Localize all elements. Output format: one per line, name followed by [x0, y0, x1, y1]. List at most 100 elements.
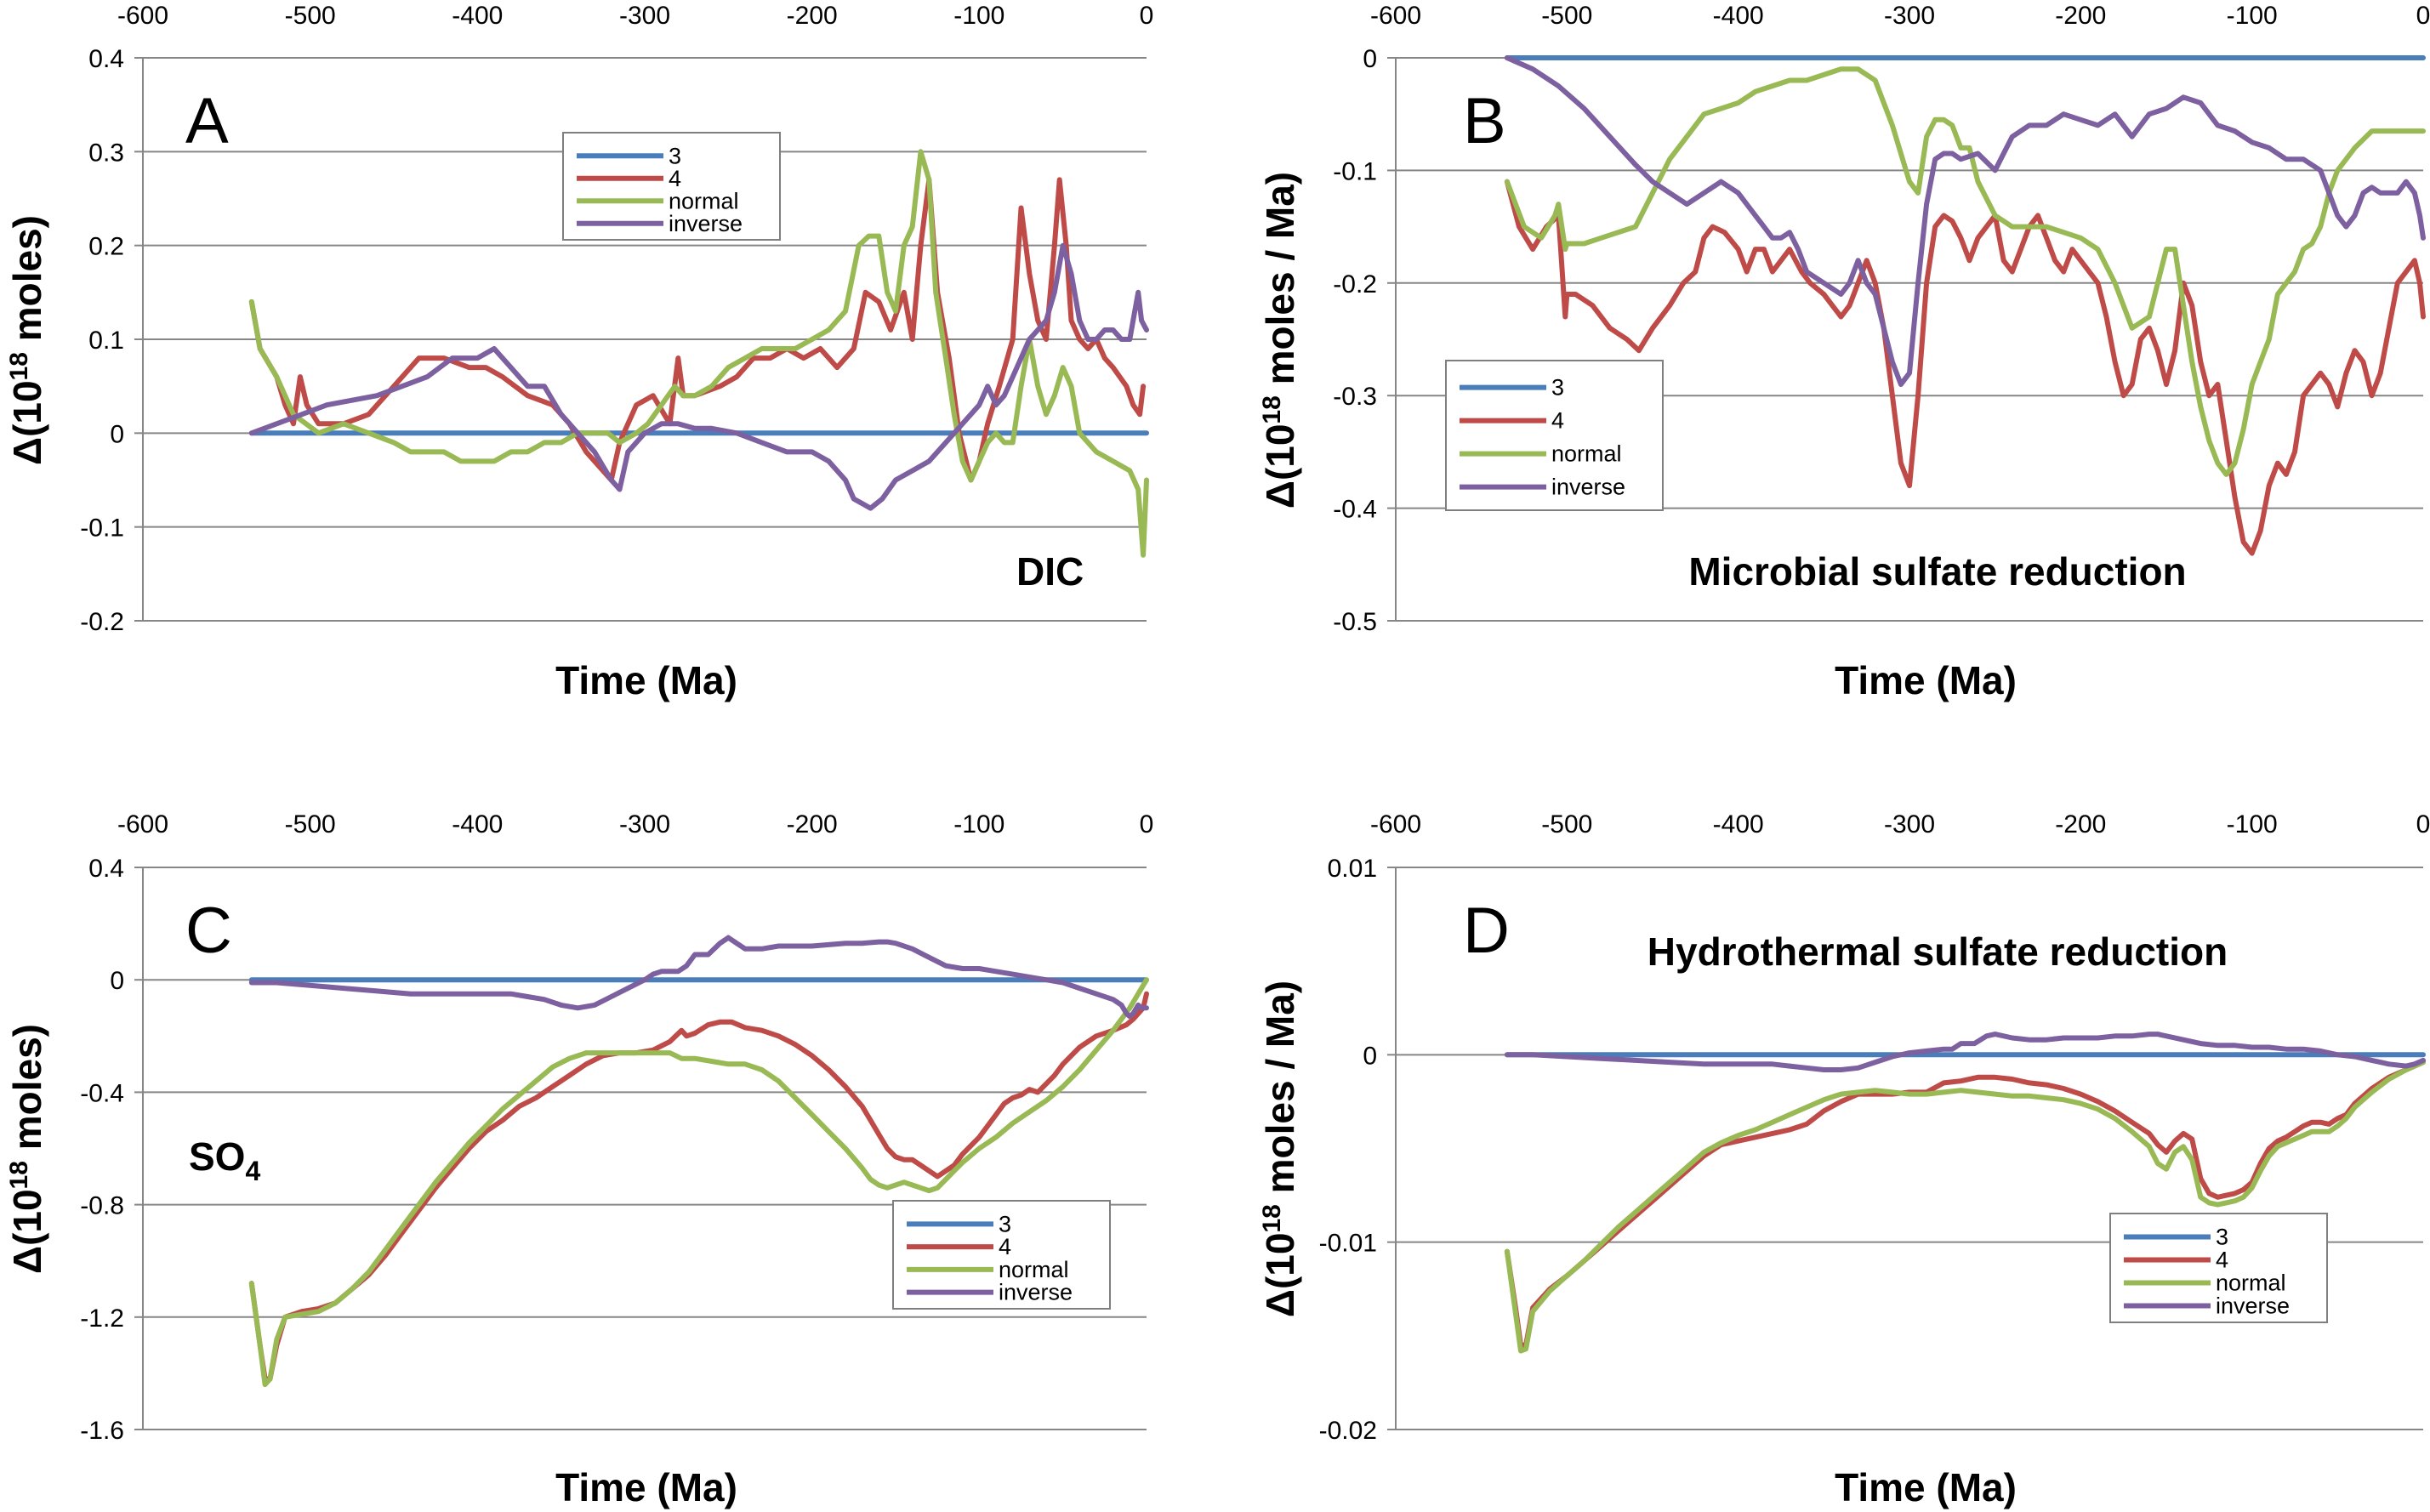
x-axis-title-c: Time (Ma) [555, 1465, 737, 1509]
y-tick-label-b-2: -0.3 [1333, 383, 1377, 411]
y-tick-label-b-5: 0 [1363, 45, 1377, 73]
x-tick-label-a-5: -100 [953, 2, 1004, 30]
x-tick-label-a-6: 0 [1140, 2, 1154, 30]
series-line-a-4 [248, 177, 1147, 483]
annotation-a: DIC [1016, 549, 1084, 594]
panel-label-c: C [185, 895, 232, 967]
annotation-b: Microbial sulfate reduction [1688, 549, 2186, 594]
chart-panel-a: -0.2 -0.1 0 0.1 0.2 0.3 0.4 -600 -500 -400 -300 -20… [5, 2, 1154, 702]
legend-label-d-3: 3 [2216, 1224, 2228, 1249]
series-line-c-4 [248, 991, 1149, 1382]
chart-panel-d: -0.02 -0.01 0 0.01 -600 -500 -400 -300 -200 -100 0… [1258, 810, 2430, 1509]
y-tick-label-a-2: 0 [110, 420, 124, 448]
x-tick-label-c-6: 0 [1140, 810, 1154, 838]
legend-label-a-4: 4 [669, 166, 681, 191]
series-line-d-inverse [1504, 1032, 2426, 1072]
y-tick-label-c-3: -0.4 [80, 1079, 124, 1107]
x-tick-label-d-2: -400 [1713, 810, 1764, 838]
y-tick-label-b-1: -0.4 [1333, 496, 1377, 524]
y-axis-title-a: Δ(1018 moles) [5, 215, 49, 465]
x-tick-label-d-3: -300 [1884, 810, 1935, 838]
panel-label-a: A [185, 85, 229, 157]
x-tick-label-a-0: -600 [117, 2, 168, 30]
legend-label-c-4: 4 [999, 1234, 1011, 1259]
x-tick-label-d-6: 0 [2416, 810, 2430, 838]
x-tick-label-c-0: -600 [117, 810, 168, 838]
x-axis-title-a: Time (Ma) [555, 658, 737, 702]
series-line-a-normal [248, 149, 1149, 558]
legend-label-a-normal: normal [669, 188, 739, 213]
chart-panel-b: -0.5 -0.4 -0.3 -0.2 -0.1 0 -600 -500 -400 -300 -20… [1258, 2, 2430, 702]
legend-label-c-inverse: inverse [999, 1280, 1073, 1305]
y-tick-label-a-1: -0.1 [80, 514, 124, 543]
y-axis-title-d: Δ(1018 moles / Ma) [1258, 981, 1302, 1317]
y-tick-label-b-3: -0.2 [1333, 270, 1377, 298]
series-line-a-inverse [248, 242, 1149, 511]
y-tick-label-c-5: 0.4 [88, 855, 124, 883]
y-tick-label-a-6: 0.4 [88, 45, 124, 73]
annotation-c: SO4 [189, 1134, 260, 1186]
legend-label-b-3: 3 [1551, 375, 1564, 401]
x-tick-label-a-4: -200 [787, 2, 838, 30]
y-axis-title-b: Δ(1018 moles / Ma) [1258, 172, 1302, 509]
legend-label-b-normal: normal [1551, 441, 1622, 467]
x-tick-label-a-2: -400 [452, 2, 503, 30]
x-tick-label-b-3: -300 [1884, 2, 1935, 30]
series-line-b-normal [1504, 66, 2426, 477]
y-tick-label-c-4: 0 [110, 967, 124, 995]
legend-label-d-4: 4 [2216, 1247, 2228, 1272]
x-tick-label-b-1: -500 [1541, 2, 1592, 30]
legend-label-b-4: 4 [1551, 408, 1564, 434]
legend-label-d-normal: normal [2216, 1270, 2286, 1295]
x-tick-label-d-4: -200 [2055, 810, 2106, 838]
x-axis-title-b: Time (Ma) [1835, 658, 2017, 702]
panel-label-b: B [1463, 85, 1506, 157]
x-tick-label-d-5: -100 [2227, 810, 2278, 838]
x-tick-label-a-1: -500 [285, 2, 336, 30]
legend-label-a-inverse: inverse [669, 211, 743, 236]
series-line-b-4 [1504, 179, 2426, 556]
x-tick-label-b-2: -400 [1713, 2, 1764, 30]
x-tick-label-b-4: -200 [2055, 2, 2106, 30]
y-tick-label-d-3: 0.01 [1328, 855, 1377, 883]
x-tick-label-c-3: -300 [619, 810, 670, 838]
panel-label-d: D [1463, 895, 1510, 967]
legend-label-c-3: 3 [999, 1211, 1011, 1236]
x-tick-label-c-5: -100 [953, 810, 1004, 838]
series-line-d-normal [1504, 1060, 2426, 1354]
y-tick-label-d-2: 0 [1363, 1042, 1377, 1070]
x-tick-label-b-0: -600 [1370, 2, 1421, 30]
chart-panel-c: -1.6 -1.2 -0.8 -0.4 0 0.4 -600 -500 -400 -300 -200… [5, 810, 1154, 1509]
y-tick-label-a-5: 0.3 [88, 139, 124, 167]
x-tick-label-b-6: 0 [2416, 2, 2430, 30]
series-line-b-inverse [1504, 55, 2426, 387]
legend-label-a-3: 3 [669, 143, 681, 168]
y-tick-label-c-1: -1.2 [80, 1305, 124, 1333]
y-tick-label-b-0: -0.5 [1333, 608, 1377, 636]
y-tick-label-a-3: 0.1 [88, 327, 124, 355]
x-tick-label-d-1: -500 [1541, 810, 1592, 838]
x-tick-label-a-3: -300 [619, 2, 670, 30]
y-tick-label-c-2: -0.8 [80, 1192, 124, 1220]
y-tick-label-a-4: 0.2 [88, 233, 124, 261]
legend-label-b-inverse: inverse [1551, 475, 1625, 500]
x-tick-label-c-2: -400 [452, 810, 503, 838]
x-tick-label-b-5: -100 [2227, 2, 2278, 30]
x-tick-label-c-1: -500 [285, 810, 336, 838]
x-tick-label-c-4: -200 [787, 810, 838, 838]
legend-label-c-normal: normal [999, 1257, 1069, 1282]
y-tick-label-c-0: -1.6 [80, 1417, 124, 1445]
y-axis-title-c: Δ(1018 moles) [5, 1024, 49, 1274]
y-tick-label-d-1: -0.01 [1319, 1230, 1377, 1258]
series-line-c-normal [248, 977, 1149, 1388]
y-tick-label-d-0: -0.02 [1319, 1417, 1377, 1445]
y-tick-label-a-0: -0.2 [80, 608, 124, 636]
y-tick-label-b-4: -0.1 [1333, 157, 1377, 185]
series-line-d-4 [1504, 1060, 2426, 1348]
x-axis-title-d: Time (Ma) [1835, 1465, 2017, 1509]
x-tick-label-d-0: -600 [1370, 810, 1421, 838]
legend-label-d-inverse: inverse [2216, 1293, 2290, 1318]
series-line-c-inverse [248, 935, 1149, 1020]
annotation-d: Hydrothermal sulfate reduction [1648, 929, 2228, 974]
